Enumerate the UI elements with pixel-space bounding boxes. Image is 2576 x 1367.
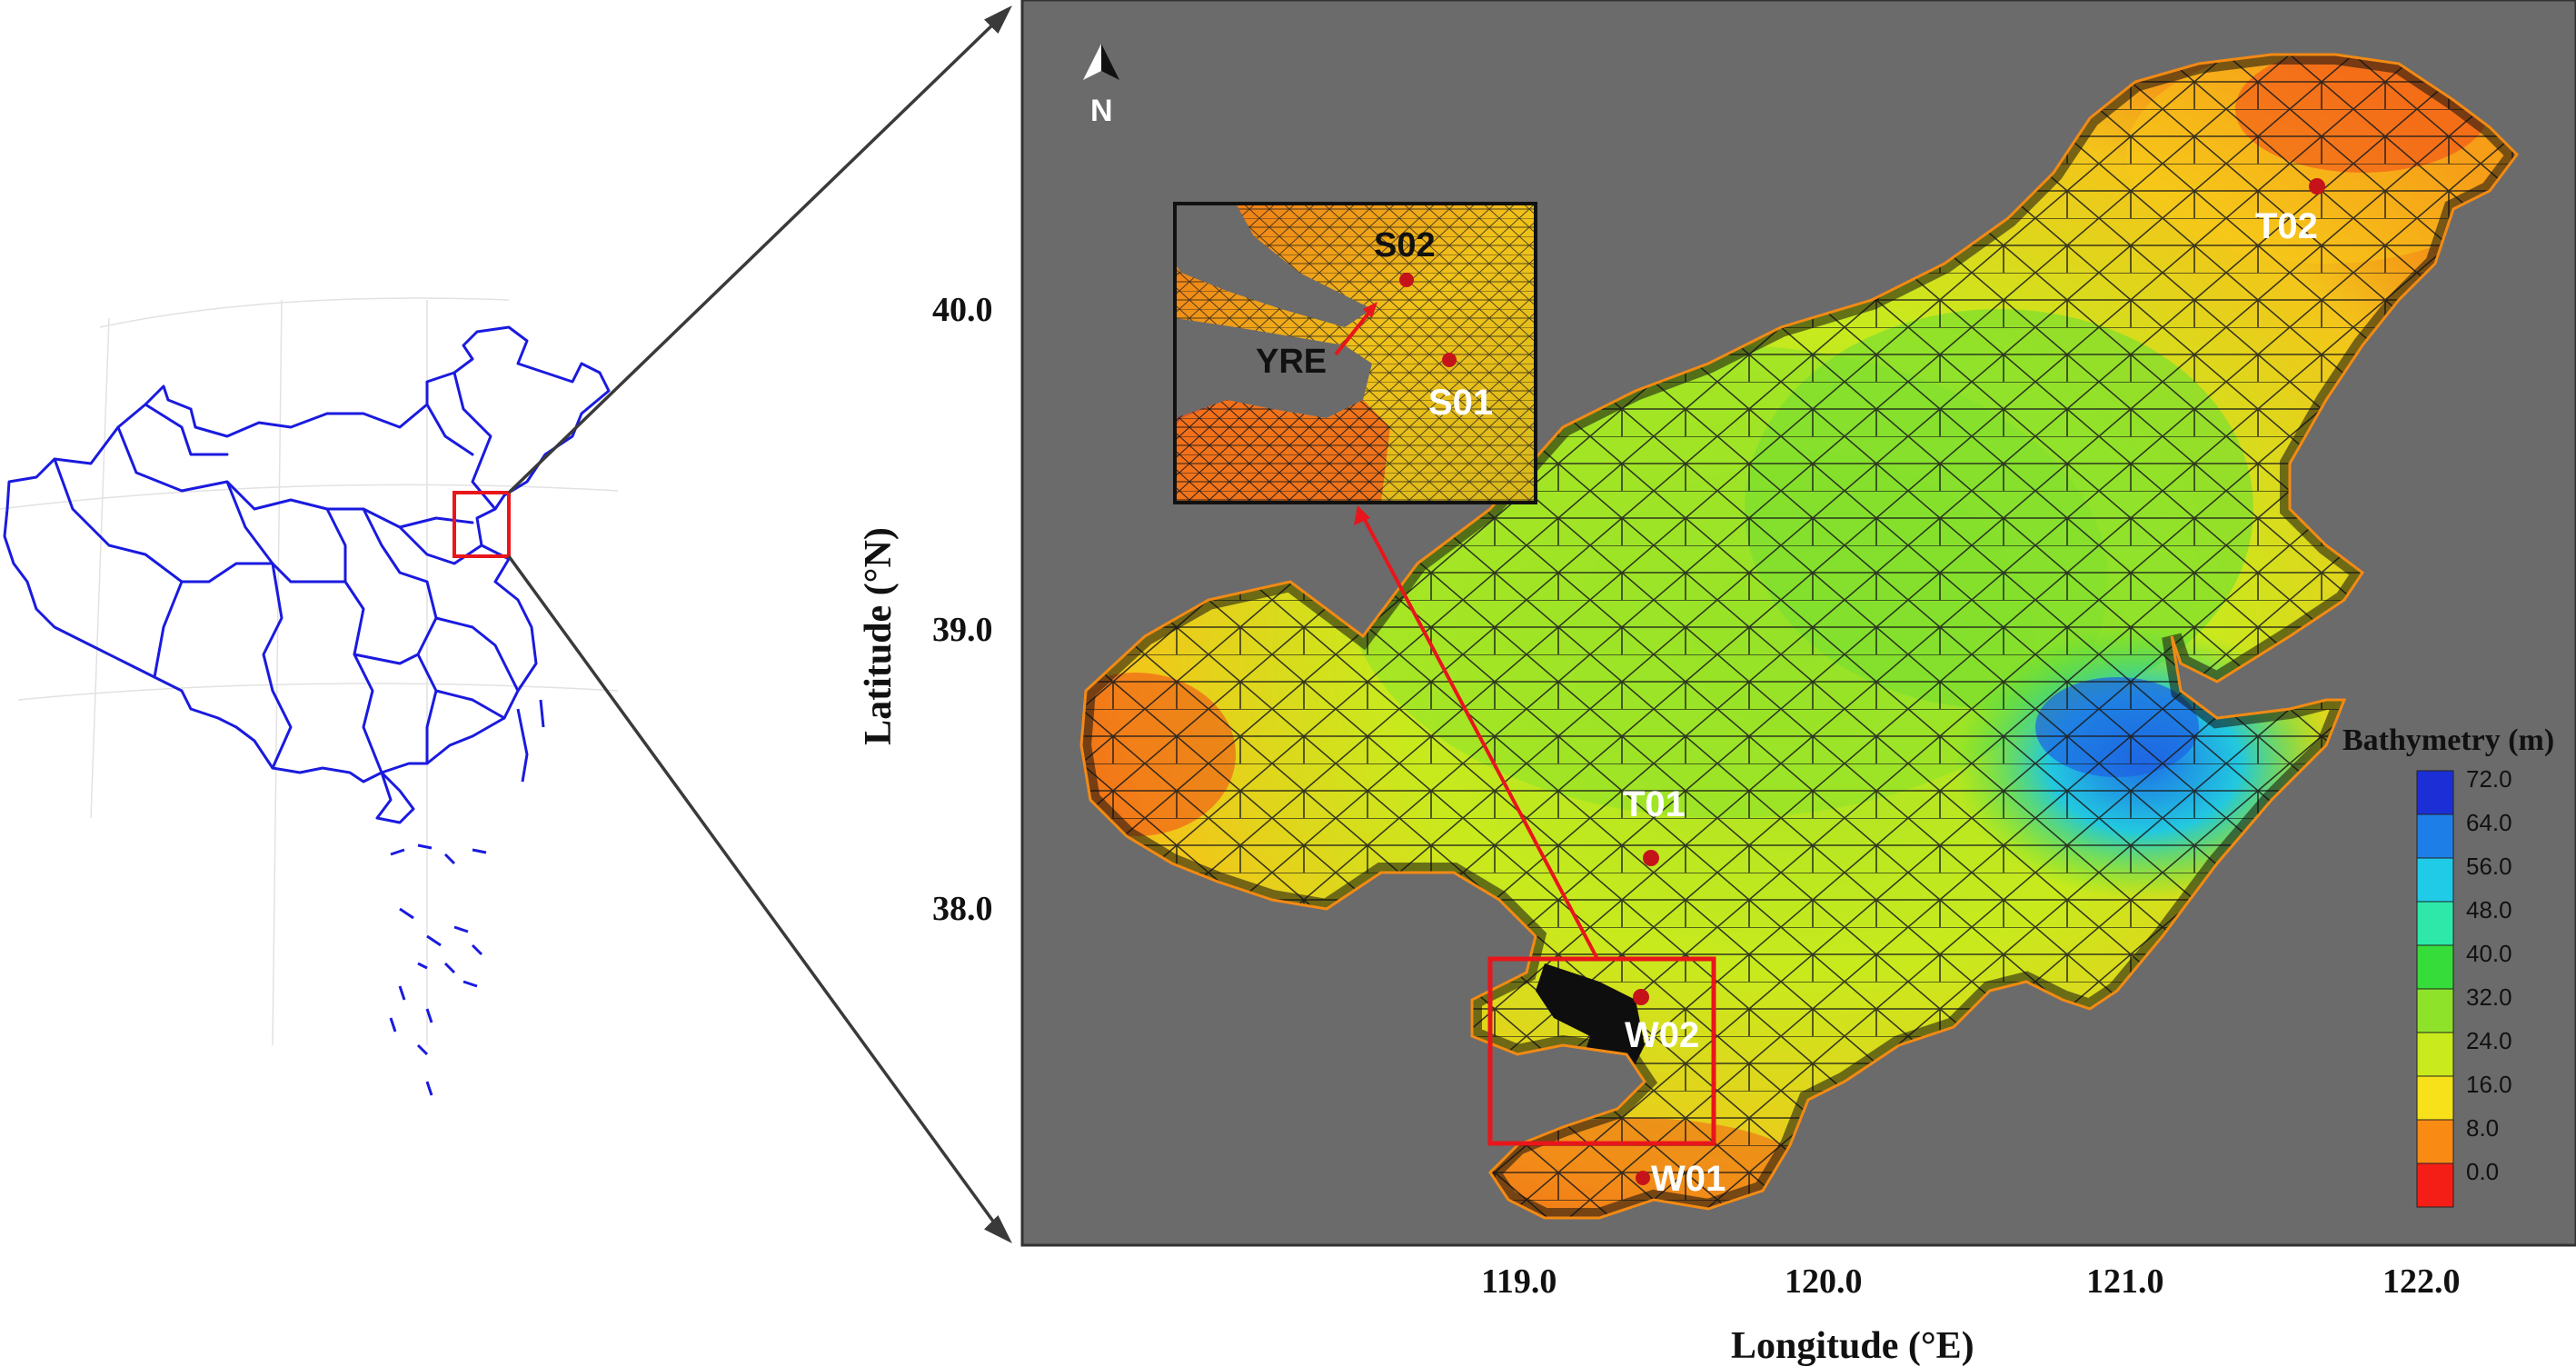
legend-swatch: [2416, 770, 2454, 815]
legend-swatch: [2416, 1162, 2454, 1208]
graticule: [0, 297, 619, 1046]
legend-swatch: [2416, 1075, 2454, 1121]
legend-swatch: [2416, 1119, 2454, 1164]
legend-swatch: [2416, 944, 2454, 990]
station-S01-label: S01: [1428, 383, 1493, 423]
station-S01-marker: [1442, 353, 1457, 367]
y-tick-label: 38.0: [932, 890, 993, 928]
legend-value-label: 72.0: [2466, 765, 2512, 793]
legend-value-label: 56.0: [2466, 853, 2512, 880]
legend-value-label: 32.0: [2466, 983, 2512, 1011]
china-overview-map: [0, 297, 619, 1096]
x-axis-label: Longitude (°E): [1731, 1325, 1974, 1367]
legend-value-label: 64.0: [2466, 809, 2512, 836]
station-S02-marker: [1399, 273, 1414, 287]
legend-swatch: [2416, 988, 2454, 1033]
station-T02-marker: [2309, 178, 2325, 195]
legend-swatch: [2416, 857, 2454, 903]
station-W01-marker: [1636, 1171, 1650, 1185]
station-S02-label: S02: [1374, 226, 1436, 264]
bathymetry-mesh-map: N YRE S02 S01: [1020, 0, 2576, 1247]
legend-swatch: [2416, 901, 2454, 946]
legend-value-label: 16.0: [2466, 1071, 2512, 1098]
station-W02-marker: [1633, 989, 1649, 1005]
legend-value-label: 0.0: [2466, 1158, 2499, 1185]
zoom-connector-lines: [507, 5, 1012, 1243]
legend-swatch: [2416, 813, 2454, 859]
station-W01-label: W01: [1651, 1159, 1726, 1199]
station-W02-label: W02: [1625, 1015, 1699, 1055]
bathymetry-legend: Bathymetry (m) 72.0 64.0 56.0 48.0 40.0 32.0 2…: [2342, 723, 2554, 1208]
axis-ticks-and-labels: 119.0 120.0 121.0 122.0 40.0 39.0 38.0 L…: [858, 291, 2461, 1367]
legend-value-label: 40.0: [2466, 940, 2512, 967]
x-tick-label: 119.0: [1481, 1262, 1557, 1301]
coastline: [1079, 53, 2519, 1220]
station-T01-label: T01: [1623, 784, 1686, 824]
study-area-highlight-box: [453, 491, 511, 558]
y-tick-label: 40.0: [932, 291, 993, 329]
x-tick-label: 121.0: [2086, 1262, 2164, 1301]
legend-value-label: 48.0: [2466, 896, 2512, 923]
legend-value-label: 24.0: [2466, 1027, 2512, 1054]
north-arrow-icon: N: [1083, 44, 1119, 128]
estuary-inset: YRE S02 S01: [1173, 202, 1537, 504]
stations: T01 T02 W02 W01: [1623, 178, 2325, 1199]
estuary-label: YRE: [1256, 343, 1327, 381]
x-tick-label: 120.0: [1785, 1262, 1863, 1301]
station-T01-marker: [1643, 850, 1659, 866]
y-axis-label: Latitude (°N): [858, 527, 900, 745]
legend-title: Bathymetry (m): [2342, 723, 2554, 757]
north-label: N: [1090, 94, 1113, 128]
legend-swatch: [2416, 1032, 2454, 1077]
legend-value-label: 8.0: [2466, 1114, 2499, 1142]
estuary-zoom-indicator: [1354, 505, 1716, 1146]
south-china-sea-islands: [389, 699, 545, 1096]
x-tick-label: 122.0: [2382, 1262, 2461, 1301]
china-outline: [3, 325, 611, 824]
y-tick-label: 39.0: [932, 611, 993, 649]
station-T02-label: T02: [2255, 206, 2318, 246]
